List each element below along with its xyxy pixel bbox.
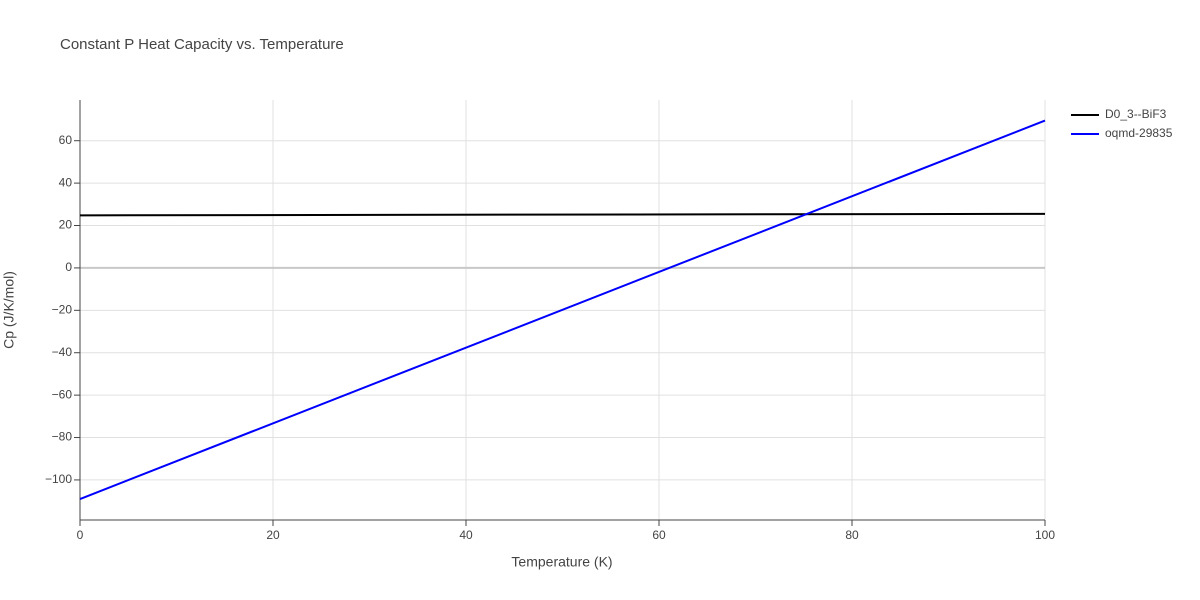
x-tick-label: 20 bbox=[266, 528, 280, 542]
x-tick-label: 60 bbox=[652, 528, 666, 542]
chart-title: Constant P Heat Capacity vs. Temperature bbox=[60, 36, 344, 53]
x-tick-label: 100 bbox=[1035, 528, 1055, 542]
y-tick-label: 60 bbox=[59, 133, 73, 147]
y-tick-label: −20 bbox=[52, 302, 73, 316]
x-tick-label: 0 bbox=[77, 528, 84, 542]
y-axis-title: Cp (J/K/mol) bbox=[1, 271, 17, 349]
y-tick-label: −80 bbox=[52, 430, 73, 444]
x-tick-label: 40 bbox=[459, 528, 473, 542]
y-tick-label: −40 bbox=[52, 345, 73, 359]
legend-label: D0_3--BiF3 bbox=[1105, 107, 1167, 121]
y-tick-label: 40 bbox=[59, 175, 73, 189]
x-axis-title: Temperature (K) bbox=[511, 554, 612, 570]
y-tick-label: 0 bbox=[65, 260, 72, 274]
legend-label: oqmd-29835 bbox=[1105, 126, 1173, 140]
series-line bbox=[79, 212, 1046, 217]
y-tick-label: −100 bbox=[45, 472, 72, 486]
y-tick-label: −60 bbox=[52, 387, 73, 401]
x-tick-label: 80 bbox=[845, 528, 859, 542]
y-tick-label: 20 bbox=[59, 218, 73, 232]
series-line bbox=[79, 119, 1046, 500]
